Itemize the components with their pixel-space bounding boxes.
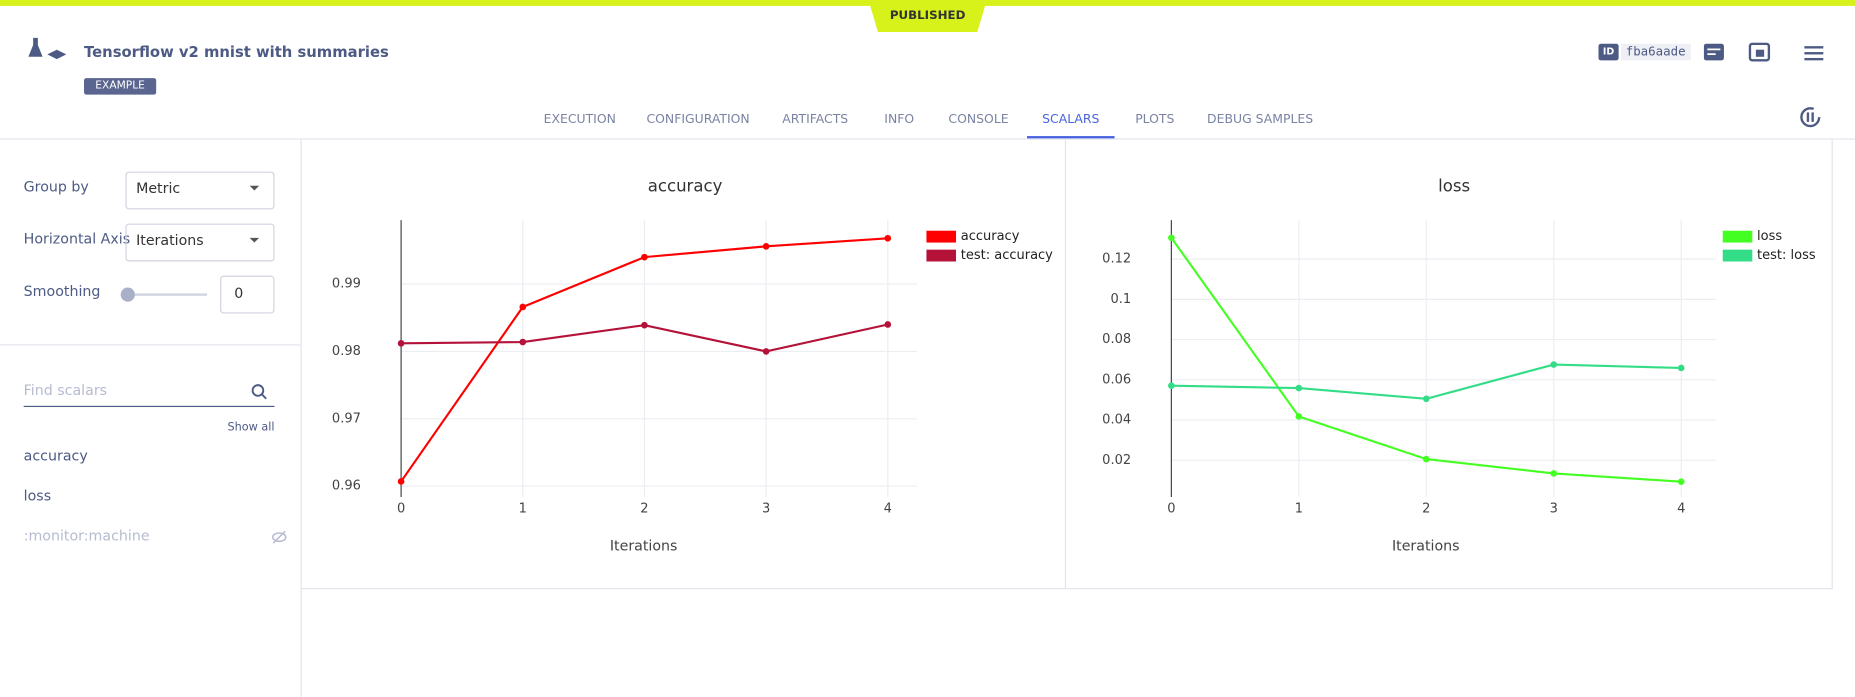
axis-label: Horizontal Axis [23,230,131,248]
y-tick-label: 0.08 [1102,332,1131,347]
toolbar-icons[interactable] [1703,42,1834,64]
dropdown-arrows [249,185,260,243]
metric-item[interactable]: loss [23,487,52,505]
data-point [1550,470,1558,477]
smoothing-label: Smoothing [23,282,101,300]
smoothing-input[interactable] [220,275,275,314]
x-axis-title: Iterations [610,539,678,555]
x-tick-label: 4 [1677,501,1685,516]
status-badge [868,0,987,32]
legend-swatch [926,230,957,243]
data-point [1295,384,1303,392]
data-point [397,478,405,485]
data-point [1168,234,1175,242]
data-point [397,340,405,347]
x-tick-label: 3 [762,501,770,516]
legend-label: loss [1757,229,1782,244]
legend-label: accuracy [961,229,1020,244]
active-tab-underline [1027,136,1115,139]
smoothing-slider[interactable] [118,284,213,305]
legend-swatch [1722,249,1753,262]
data-point [641,253,648,261]
axis-select[interactable] [125,223,275,262]
header-border [0,138,1855,140]
tab[interactable]: PLOTS [1135,112,1175,127]
show-all[interactable]: Show all [227,421,275,435]
data-point [1677,364,1685,372]
axis-value: Iterations [136,231,204,249]
x-tick-label: 0 [397,501,405,516]
status: PUBLISHED [889,9,966,23]
x-tick-label: 2 [1422,501,1430,516]
y-tick-label: 0.98 [332,344,361,359]
smoothing-value: 0 [234,285,244,302]
group-by-value: Metric [136,179,181,197]
metric-item[interactable]: accuracy [23,447,88,464]
data-point [1422,455,1430,463]
id-badge: ID [1598,43,1619,61]
x-axis-title: Iterations [1392,539,1460,555]
group-by-select[interactable] [125,171,275,210]
x-tick-label: 3 [1550,501,1558,516]
legend-label: test: accuracy [961,248,1053,263]
tab[interactable]: INFO [884,112,915,127]
y-tick-label: 0.12 [1102,252,1131,267]
data-point [762,348,770,355]
y-tick-label: 0.96 [332,479,361,494]
data-point [641,321,648,329]
y-tick-label: 0.06 [1102,372,1131,387]
data-point [1168,382,1175,389]
tab[interactable]: SCALARS [1042,112,1100,127]
y-tick-label: 0.04 [1102,413,1131,428]
experiment-id[interactable]: fba6aade [1620,43,1691,61]
x-tick-label: 4 [884,501,892,516]
logo [28,37,67,60]
tab[interactable]: CONSOLE [948,112,1009,127]
tab[interactable]: DEBUG SAMPLES [1207,112,1314,127]
y-tick-label: 0.02 [1102,453,1131,468]
chart-title: accuracy [648,176,723,195]
data-point [519,303,527,311]
data-point [884,321,892,328]
y-tick-label: 0.99 [332,277,361,292]
data-point [1422,395,1430,403]
y-tick-label: 0.1 [1110,292,1131,307]
legend-swatch [1722,230,1753,243]
data-point [519,338,527,346]
data-point [762,243,770,250]
sidebar-divider [0,344,301,346]
x-tick-label: 1 [1295,501,1303,516]
tab[interactable]: CONFIGURATION [646,112,750,127]
group-by-label: Group by [23,178,89,196]
search-placeholder[interactable]: Find scalars [23,382,108,399]
chart-divider [1064,139,1067,590]
experiment-title: Tensorflow v2 mnist with summaries [84,42,389,61]
chart-title: loss [1438,176,1470,195]
x-tick-label: 0 [1167,501,1175,516]
search-icon[interactable] [250,382,269,401]
hidden-icon[interactable] [271,530,288,544]
search-underline [23,405,275,408]
x-tick-label: 1 [519,501,527,516]
data-point [1677,478,1685,485]
legend-label: test: loss [1757,248,1816,263]
data-point [1295,413,1303,420]
y-tick-label: 0.97 [332,411,361,426]
tab[interactable]: ARTIFACTS [782,112,849,127]
data-point [1550,361,1558,368]
metric-item-hidden[interactable]: :monitor:machine [23,527,150,545]
sidebar-border [300,138,302,697]
tag: EXAMPLE [84,78,157,95]
x-tick-label: 2 [640,501,648,516]
refresh-icon[interactable] [1798,105,1822,129]
legend-swatch [926,249,957,262]
data-point [884,234,892,242]
tab[interactable]: EXECUTION [543,112,616,127]
charts-panel [300,139,1833,590]
